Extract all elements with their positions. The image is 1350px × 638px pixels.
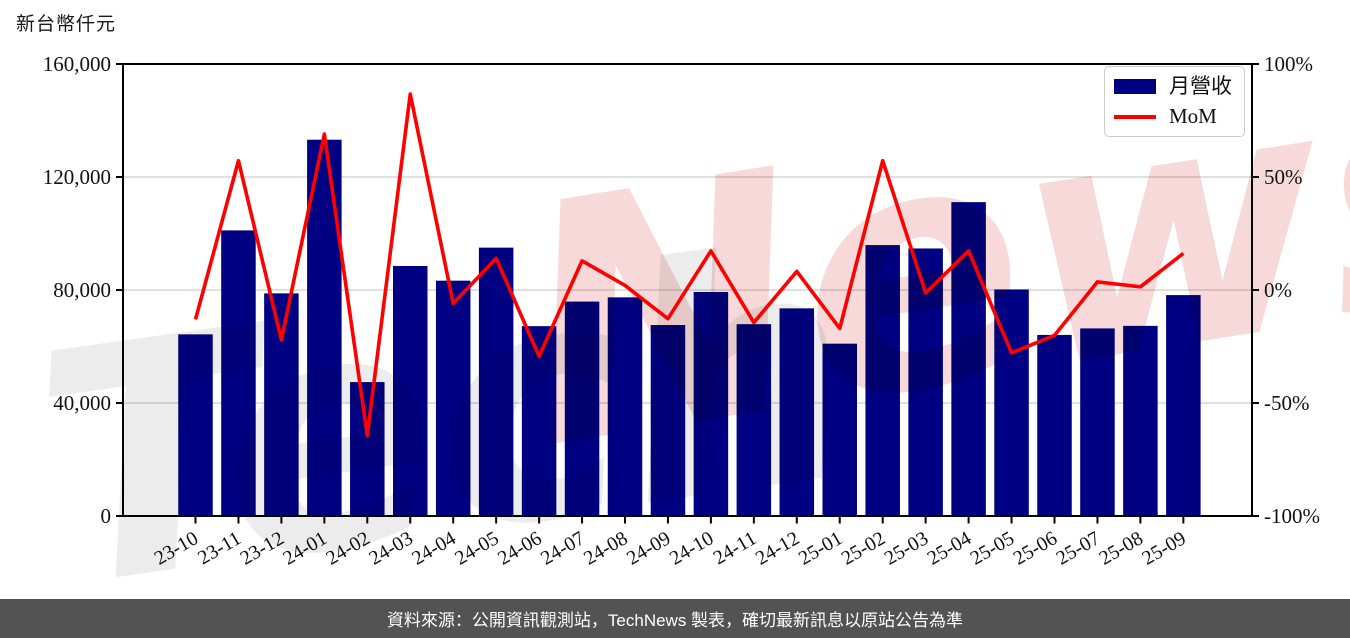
legend-bar-label: 月營收 — [1169, 74, 1232, 98]
bar-23-10 — [178, 334, 213, 516]
mom-line — [193, 92, 1185, 438]
legend-line-swatch — [1114, 114, 1156, 119]
bar-25-02 — [865, 245, 900, 516]
bar-24-10 — [693, 291, 729, 516]
bar-24-11 — [736, 324, 772, 516]
x-tick-label-25-04: 25-04 — [924, 527, 975, 569]
bar-24-08 — [607, 297, 643, 516]
x-tick-label-25-07: 25-07 — [1053, 527, 1104, 569]
right-tick-label--50: -50% — [1264, 391, 1310, 415]
x-tick-label-25-09: 25-09 — [1138, 527, 1189, 569]
bar-24-04 — [435, 280, 471, 516]
bar-25-08 — [1123, 325, 1158, 516]
left-tick-label-160000: 160,000 — [43, 52, 111, 76]
right-tick-label--100: -100% — [1264, 504, 1320, 528]
left-tick-label-120000: 120,000 — [43, 165, 111, 189]
x-tick-label-25-08: 25-08 — [1095, 527, 1146, 569]
bar-24-12 — [779, 308, 815, 516]
bar-23-12 — [264, 293, 299, 516]
bar-24-09 — [650, 325, 686, 516]
x-tick-label-25-06: 25-06 — [1010, 527, 1061, 569]
left-tick-label-40000: 40,000 — [53, 391, 111, 415]
bar-24-05 — [478, 247, 514, 516]
bar-24-07 — [564, 301, 600, 516]
bar-23-11 — [221, 230, 256, 516]
bar-25-01 — [822, 343, 857, 516]
x-tick-label-25-03: 25-03 — [881, 527, 932, 569]
y-axis-title: 新台幣仟元 — [16, 14, 117, 35]
x-tick-label-25-05: 25-05 — [967, 527, 1018, 569]
legend-row-mom: MoM — [1114, 106, 1244, 127]
right-tick-label-50: 50% — [1264, 165, 1303, 189]
legend-line-label: MoM — [1169, 104, 1217, 128]
legend: 月營收 MoM — [1104, 66, 1245, 137]
bar-25-07 — [1080, 328, 1115, 516]
footer-text: 資料來源：公開資訊觀測站，TechNews 製表，確切最新訊息以原站公告為準 — [386, 611, 964, 630]
right-tick-label-100: 100% — [1264, 52, 1313, 76]
bar-25-06 — [1037, 334, 1072, 516]
footer-bar: 資料來源：公開資訊觀測站，TechNews 製表，確切最新訊息以原站公告為準 — [0, 599, 1350, 638]
right-tick-label-0: 0% — [1264, 278, 1292, 302]
bar-25-09 — [1166, 295, 1201, 516]
bar-24-03 — [393, 265, 428, 516]
legend-bar-swatch — [1114, 79, 1156, 94]
bar-24-02 — [350, 382, 385, 516]
left-tick-label-80000: 80,000 — [53, 278, 111, 302]
legend-row-revenue: 月營收 — [1114, 76, 1244, 97]
left-tick-label-0: 0 — [101, 504, 112, 528]
